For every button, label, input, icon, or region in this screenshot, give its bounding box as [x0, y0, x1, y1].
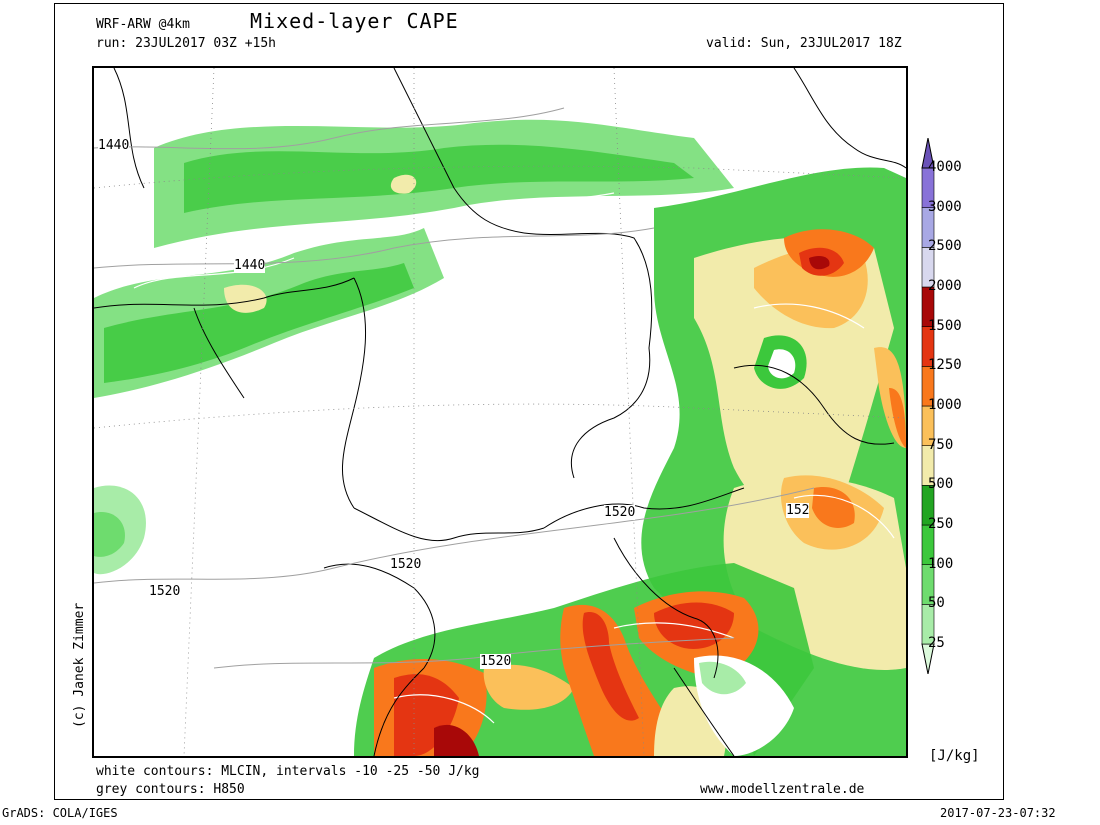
figure-frame [54, 3, 1004, 800]
colorbar-high-triangle [921, 138, 935, 169]
h850-label: 152 [786, 503, 810, 518]
h850-contours [94, 107, 815, 669]
colorbar-level-label: 2000 [928, 278, 962, 294]
colorbar-level-label: 25 [928, 635, 945, 651]
grey-contours-note: grey contours: H850 [96, 782, 245, 797]
colorbar-level-label: 1000 [928, 397, 962, 413]
h850-label: 1520 [604, 505, 636, 520]
cape-north-band [94, 119, 734, 575]
cape-map: 1440 1440 1520 1520 1520 1520 152 [92, 66, 908, 758]
h850-label: 1520 [149, 584, 181, 599]
model-label: WRF-ARW @4km [96, 17, 190, 32]
white-contours-note: white contours: MLCIN, intervals -10 -25… [96, 764, 480, 779]
colorbar-level-label: 500 [928, 476, 954, 493]
software-label: GrADS: COLA/IGES [2, 806, 118, 820]
colorbar [921, 138, 935, 674]
country-borders [94, 68, 906, 756]
colorbar-level-label: 1500 [928, 317, 962, 334]
colorbar-level-label: 1250 [928, 357, 962, 374]
h850-label: 1440 [234, 258, 266, 273]
copyright-label: (c) Janek Zimmer [72, 602, 87, 728]
website-label: www.modellzentrale.de [700, 782, 865, 797]
graticule [94, 68, 906, 756]
h850-label: 1520 [390, 557, 422, 572]
colorbar-level-label: 250 [928, 516, 954, 532]
mlcin-contours [133, 192, 895, 724]
colorbar-level-label: 3000 [928, 198, 962, 215]
colorbar-level-label: 50 [928, 595, 945, 612]
colorbar-unit: [J/kg] [929, 748, 980, 764]
colorbar-level-label: 4000 [928, 159, 962, 175]
run-label: run: 23JUL2017 03Z +15h [96, 36, 277, 51]
cape-south-region [354, 563, 814, 756]
valid-label: valid: Sun, 23JUL2017 18Z [706, 36, 902, 51]
h850-label: 1520 [480, 654, 512, 669]
colorbar-level-label: 100 [928, 555, 954, 572]
h850-label: 1440 [98, 138, 130, 153]
map-title: Mixed-layer CAPE [250, 9, 459, 33]
colorbar-level-label: 2500 [928, 238, 962, 255]
timestamp-label: 2017-07-23-07:32 [940, 806, 1056, 820]
colorbar-level-label: 750 [928, 436, 954, 453]
